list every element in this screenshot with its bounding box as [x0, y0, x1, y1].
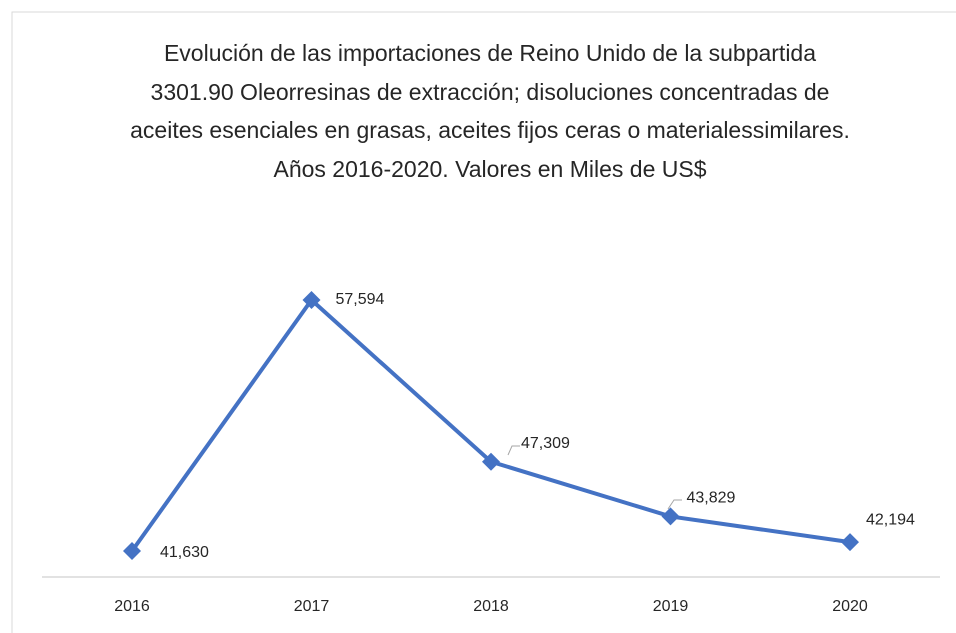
data-label: 41,630	[160, 544, 209, 561]
leader-line	[507, 445, 520, 456]
x-tick-label: 2016	[114, 598, 150, 615]
data-label: 57,594	[336, 291, 385, 308]
chart-border	[11, 11, 956, 633]
x-tick-label: 2020	[832, 598, 868, 615]
marker	[841, 533, 859, 552]
marker	[123, 542, 141, 560]
chart-title: Evolución de las importaciones de Reino …	[130, 40, 850, 182]
data-label: 47,309	[521, 435, 570, 452]
marker	[482, 452, 500, 471]
data-label: 43,829	[687, 490, 736, 507]
marker	[302, 291, 321, 309]
series-line	[130, 297, 851, 553]
leader-line	[667, 499, 682, 510]
marker	[661, 507, 680, 526]
x-tick-label: 2018	[473, 598, 509, 615]
data-label: 42,194	[866, 511, 915, 528]
x-tick-label: 2017	[294, 598, 330, 615]
x-tick-label: 2019	[653, 598, 689, 615]
